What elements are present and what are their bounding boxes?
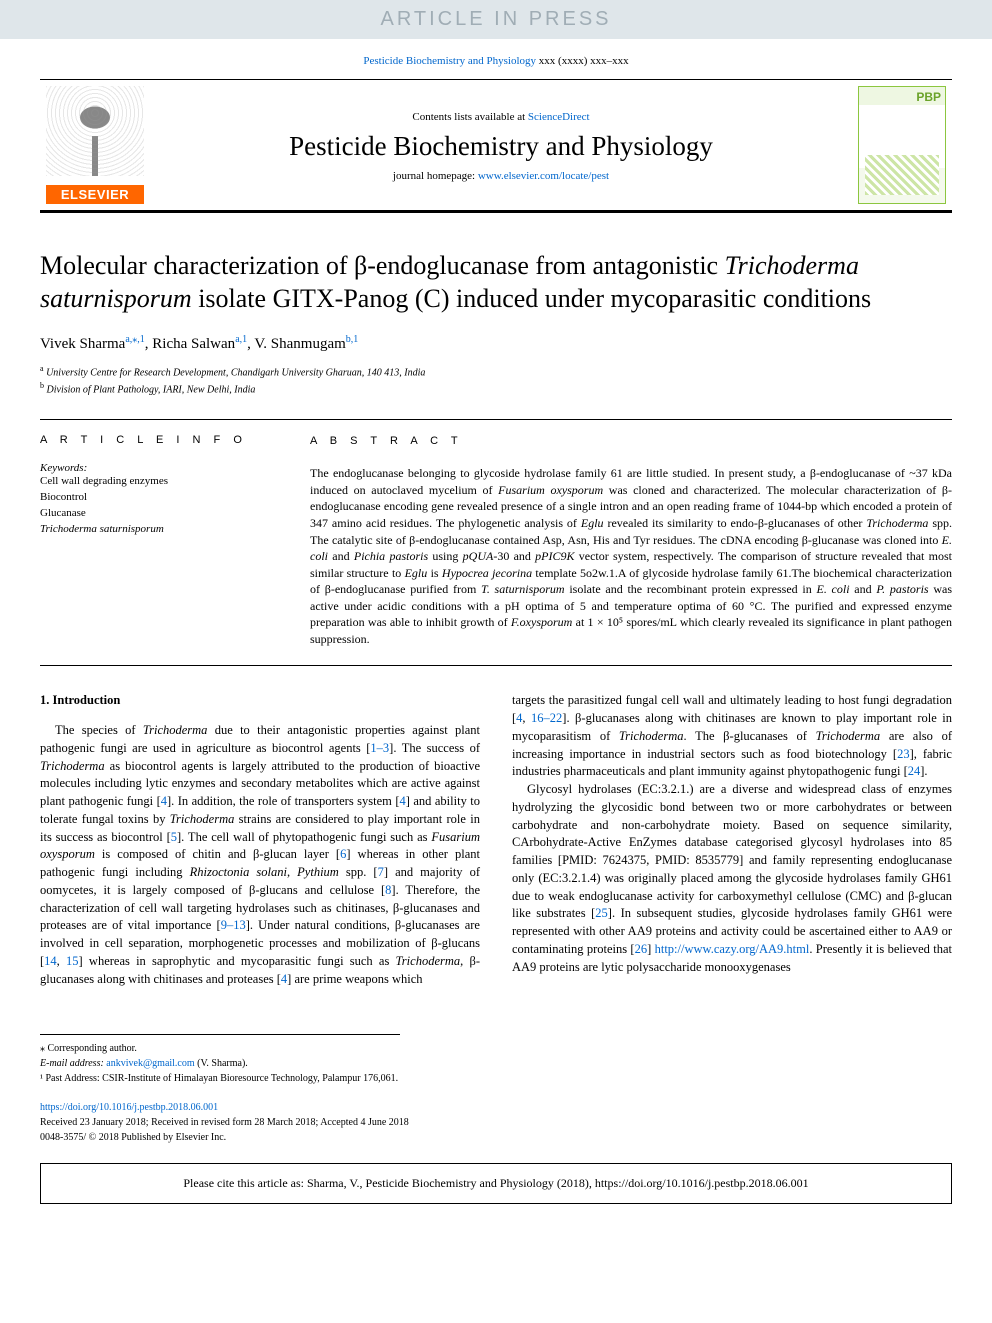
keyword-4: Trichoderma saturnisporum xyxy=(40,522,270,538)
ref-14[interactable]: 14 xyxy=(44,954,57,968)
intro-para-2: Glycosyl hydrolases (EC:3.2.1.) are a di… xyxy=(512,781,952,976)
journal-reference-line: Pesticide Biochemistry and Physiology xx… xyxy=(0,39,992,79)
received-line: Received 23 January 2018; Received in re… xyxy=(40,1115,952,1130)
abstract-head: A B S T R A C T xyxy=(310,434,952,449)
intro-para-1-cont: targets the parasitized fungal cell wall… xyxy=(512,692,952,781)
article-info-block: A R T I C L E I N F O Keywords: Cell wal… xyxy=(40,434,270,647)
cite-box: Please cite this article as: Sharma, V.,… xyxy=(40,1163,952,1204)
authors-line: Vivek Sharmaa,⁎,1, Richa Salwana,1, V. S… xyxy=(40,334,952,353)
author-2: Richa Salwan xyxy=(152,336,235,352)
author-2-aff[interactable]: a,1 xyxy=(235,334,247,345)
article-info-head: A R T I C L E I N F O xyxy=(40,434,270,446)
homepage-prefix: journal homepage: xyxy=(393,170,478,182)
aff-a: University Centre for Research Developme… xyxy=(44,367,426,378)
elsevier-label: ELSEVIER xyxy=(46,185,144,204)
ref-23[interactable]: 23 xyxy=(897,747,910,761)
ref-9-13[interactable]: 9–13 xyxy=(221,918,246,932)
intro-para-1: The species of Trichoderma due to their … xyxy=(40,722,480,988)
journal-ref-link[interactable]: Pesticide Biochemistry and Physiology xyxy=(363,55,536,67)
author-1-aff[interactable]: a,⁎,1 xyxy=(125,334,144,345)
ref-15[interactable]: 15 xyxy=(66,954,79,968)
ref-25[interactable]: 25 xyxy=(595,906,608,920)
footnotes: ⁎ Corresponding author. E-mail address: … xyxy=(40,1034,400,1086)
contents-line: Contents lists available at ScienceDirec… xyxy=(154,111,848,123)
journal-cover-thumb xyxy=(852,80,952,210)
email-label: E-mail address: xyxy=(40,1058,104,1069)
cover-image xyxy=(858,86,946,204)
abstract-text: The endoglucanase belonging to glycoside… xyxy=(310,465,952,647)
keywords-label: Keywords: xyxy=(40,462,270,474)
elsevier-tree-icon xyxy=(46,86,144,176)
ref-16-22[interactable]: 16–22 xyxy=(531,711,562,725)
aff-b: Division of Plant Pathology, IARI, New D… xyxy=(44,384,255,395)
journal-ref-vol: xxx (xxxx) xxx–xxx xyxy=(536,55,629,67)
ref-24[interactable]: 24 xyxy=(908,764,921,778)
copyright-line: 0048-3575/ © 2018 Published by Elsevier … xyxy=(40,1130,952,1145)
journal-name: Pesticide Biochemistry and Physiology xyxy=(154,131,848,162)
body-columns: 1. Introduction The species of Trichoder… xyxy=(40,666,952,988)
column-left: 1. Introduction The species of Trichoder… xyxy=(40,692,480,988)
past-address-note: ¹ Past Address: CSIR-Institute of Himala… xyxy=(40,1071,400,1086)
email-who: (V. Sharma). xyxy=(195,1058,248,1069)
keyword-3: Glucanase xyxy=(40,506,270,522)
article-title: Molecular characterization of β-endogluc… xyxy=(40,249,952,316)
keyword-1: Cell wall degrading enzymes xyxy=(40,474,270,490)
keyword-2: Biocontrol xyxy=(40,490,270,506)
title-seg-1: Molecular characterization of β-endogluc… xyxy=(40,251,725,280)
email-link[interactable]: ankvivek@gmail.com xyxy=(106,1058,194,1069)
author-3: V. Shanmugam xyxy=(254,336,345,352)
homepage-line: journal homepage: www.elsevier.com/locat… xyxy=(154,170,848,182)
section-head-intro: 1. Introduction xyxy=(40,692,480,710)
publication-info: https://doi.org/10.1016/j.pestbp.2018.06… xyxy=(40,1100,952,1145)
homepage-link[interactable]: www.elsevier.com/locate/pest xyxy=(478,170,609,182)
article-in-press-banner: ARTICLE IN PRESS xyxy=(0,0,992,39)
elsevier-logo-block: ELSEVIER xyxy=(40,80,150,210)
sciencedirect-link[interactable]: ScienceDirect xyxy=(528,111,590,123)
corresponding-note: ⁎ Corresponding author. xyxy=(40,1041,400,1056)
author-3-aff[interactable]: b,1 xyxy=(346,334,359,345)
column-right: targets the parasitized fungal cell wall… xyxy=(512,692,952,988)
abstract-block: A B S T R A C T The endoglucanase belong… xyxy=(310,434,952,647)
author-1: Vivek Sharma xyxy=(40,336,125,352)
ref-26[interactable]: 26 xyxy=(635,942,648,956)
ref-1-3[interactable]: 1–3 xyxy=(370,741,389,755)
journal-header: ELSEVIER Contents lists available at Sci… xyxy=(40,79,952,213)
cazy-link[interactable]: http://www.cazy.org/AA9.html xyxy=(655,942,810,956)
doi-link[interactable]: https://doi.org/10.1016/j.pestbp.2018.06… xyxy=(40,1102,218,1113)
affiliations: a University Centre for Research Develop… xyxy=(40,363,952,398)
contents-prefix: Contents lists available at xyxy=(412,111,527,123)
title-seg-3: isolate GITX-Panog (C) induced under myc… xyxy=(192,284,871,313)
